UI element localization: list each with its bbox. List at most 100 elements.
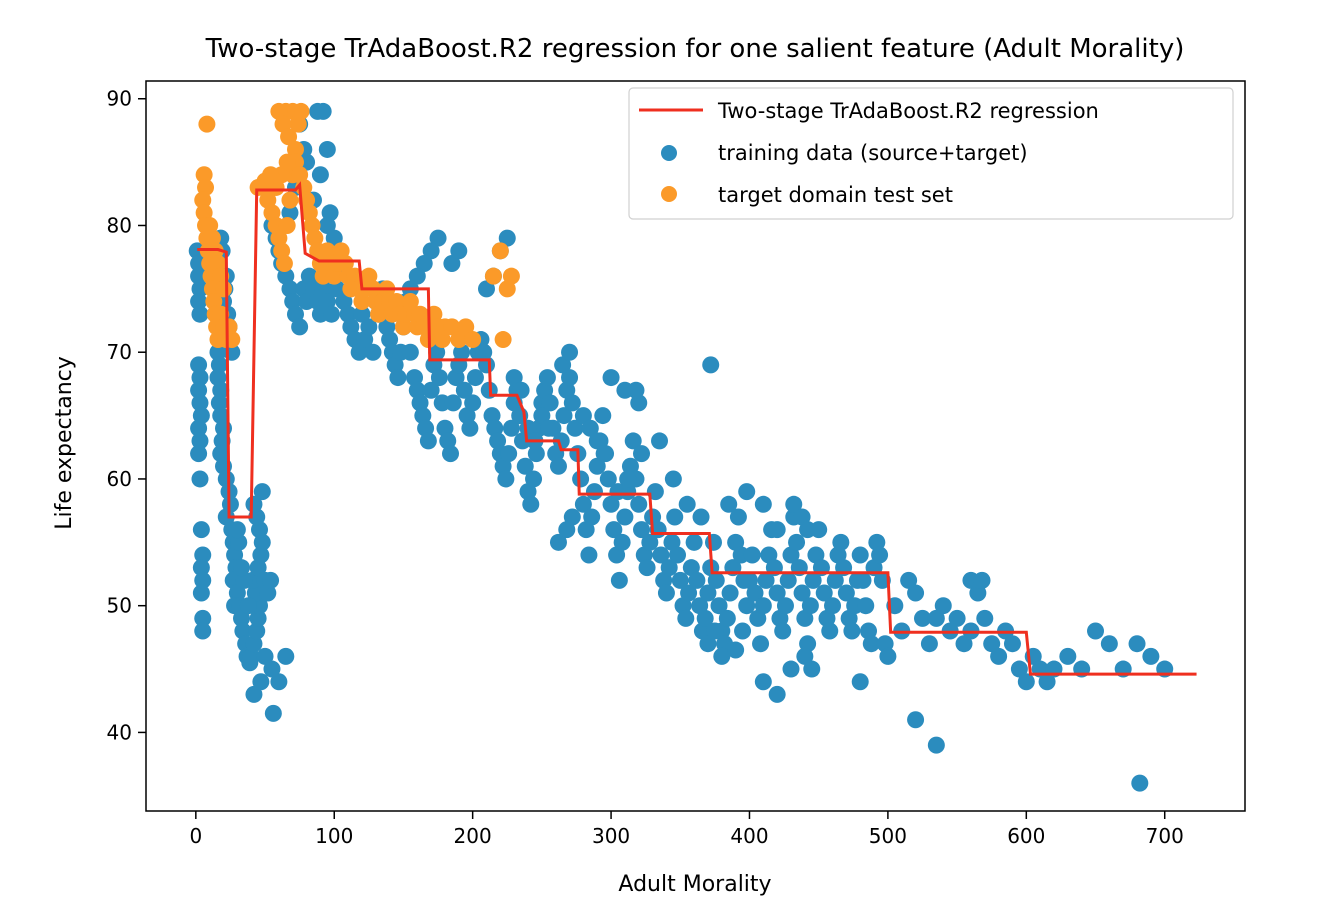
- training-point: [713, 647, 731, 665]
- legend-regression-label: Two-stage TrAdaBoost.R2 regression: [717, 99, 1099, 123]
- training-point: [754, 673, 772, 691]
- training-point: [851, 673, 869, 691]
- training-point: [760, 546, 778, 564]
- training-point: [1087, 622, 1105, 640]
- training-point: [934, 597, 952, 615]
- training-point: [277, 647, 295, 665]
- training-point: [190, 356, 208, 374]
- training-point: [191, 470, 209, 488]
- training-point: [483, 407, 501, 425]
- training-point: [796, 647, 814, 665]
- training-point: [857, 597, 875, 615]
- y-axis-label: Life expectancy: [52, 356, 77, 530]
- test-point: [281, 191, 299, 209]
- training-point: [486, 419, 504, 437]
- training-point: [212, 407, 230, 425]
- training-point: [561, 343, 579, 361]
- training-point: [1131, 774, 1149, 792]
- training-point: [386, 356, 404, 374]
- training-point: [768, 584, 786, 602]
- y-tick-label: 40: [107, 720, 132, 744]
- training-point: [364, 343, 382, 361]
- training-point: [616, 508, 634, 526]
- training-point: [447, 369, 465, 387]
- training-point: [552, 432, 570, 450]
- training-point: [430, 369, 448, 387]
- training-point: [927, 736, 945, 754]
- training-point: [191, 432, 209, 450]
- training-point: [190, 381, 208, 399]
- test-point: [353, 293, 371, 311]
- training-point: [641, 533, 659, 551]
- test-point: [274, 115, 292, 133]
- training-point: [233, 559, 251, 577]
- training-point: [477, 280, 495, 298]
- training-point: [212, 381, 230, 399]
- training-point: [633, 521, 651, 539]
- training-point: [264, 704, 282, 722]
- training-point: [259, 584, 277, 602]
- training-point: [406, 369, 424, 387]
- training-point: [826, 571, 844, 589]
- training-point: [757, 571, 775, 589]
- training-point: [339, 305, 357, 323]
- training-point: [555, 407, 573, 425]
- training-point: [840, 609, 858, 627]
- training-point: [527, 445, 545, 463]
- training-point: [291, 318, 309, 336]
- training-point: [680, 584, 698, 602]
- training-point: [234, 622, 252, 640]
- training-point: [799, 635, 817, 653]
- test-point: [215, 280, 233, 298]
- training-point: [194, 609, 212, 627]
- training-point: [252, 546, 270, 564]
- training-point: [443, 255, 461, 272]
- test-point: [494, 331, 512, 349]
- test-point: [205, 293, 223, 311]
- training-point: [796, 609, 814, 627]
- training-point: [610, 571, 628, 589]
- test-point: [457, 318, 475, 336]
- training-point: [461, 419, 479, 437]
- training-point: [210, 356, 228, 374]
- training-point: [691, 597, 709, 615]
- legend: Two-stage TrAdaBoost.R2 regression train…: [628, 87, 1234, 220]
- training-point: [613, 533, 631, 551]
- training-point: [718, 609, 736, 627]
- training-point: [281, 204, 299, 222]
- test-point: [336, 255, 354, 272]
- training-point: [353, 305, 371, 323]
- training-point: [191, 280, 209, 298]
- plot-line: [197, 181, 1197, 676]
- training-point: [190, 267, 208, 285]
- training-point: [350, 343, 368, 361]
- training-point: [774, 622, 792, 640]
- training-point: [927, 609, 945, 627]
- training-point: [768, 685, 786, 703]
- test-point: [197, 178, 215, 196]
- training-point: [788, 533, 806, 551]
- training-point: [746, 584, 764, 602]
- test-point: [198, 115, 216, 133]
- training-point: [494, 457, 512, 475]
- training-point: [253, 533, 271, 551]
- training-point: [360, 318, 378, 336]
- y-tick-label: 70: [107, 340, 132, 364]
- training-point: [876, 635, 894, 653]
- training-point: [408, 381, 426, 399]
- training-point: [754, 495, 772, 513]
- test-point: [273, 242, 291, 260]
- test-point: [278, 216, 296, 234]
- training-point: [627, 381, 645, 399]
- training-point: [754, 597, 772, 615]
- test-point: [275, 255, 293, 272]
- training-point: [270, 673, 288, 691]
- y-tick-label: 90: [107, 87, 132, 111]
- training-point: [458, 407, 476, 425]
- training-point: [563, 508, 581, 526]
- y-axis-ticks: 40 50 60 70 80 90: [107, 87, 146, 744]
- test-point: [464, 331, 482, 349]
- training-point: [498, 229, 516, 247]
- training-point: [599, 470, 617, 488]
